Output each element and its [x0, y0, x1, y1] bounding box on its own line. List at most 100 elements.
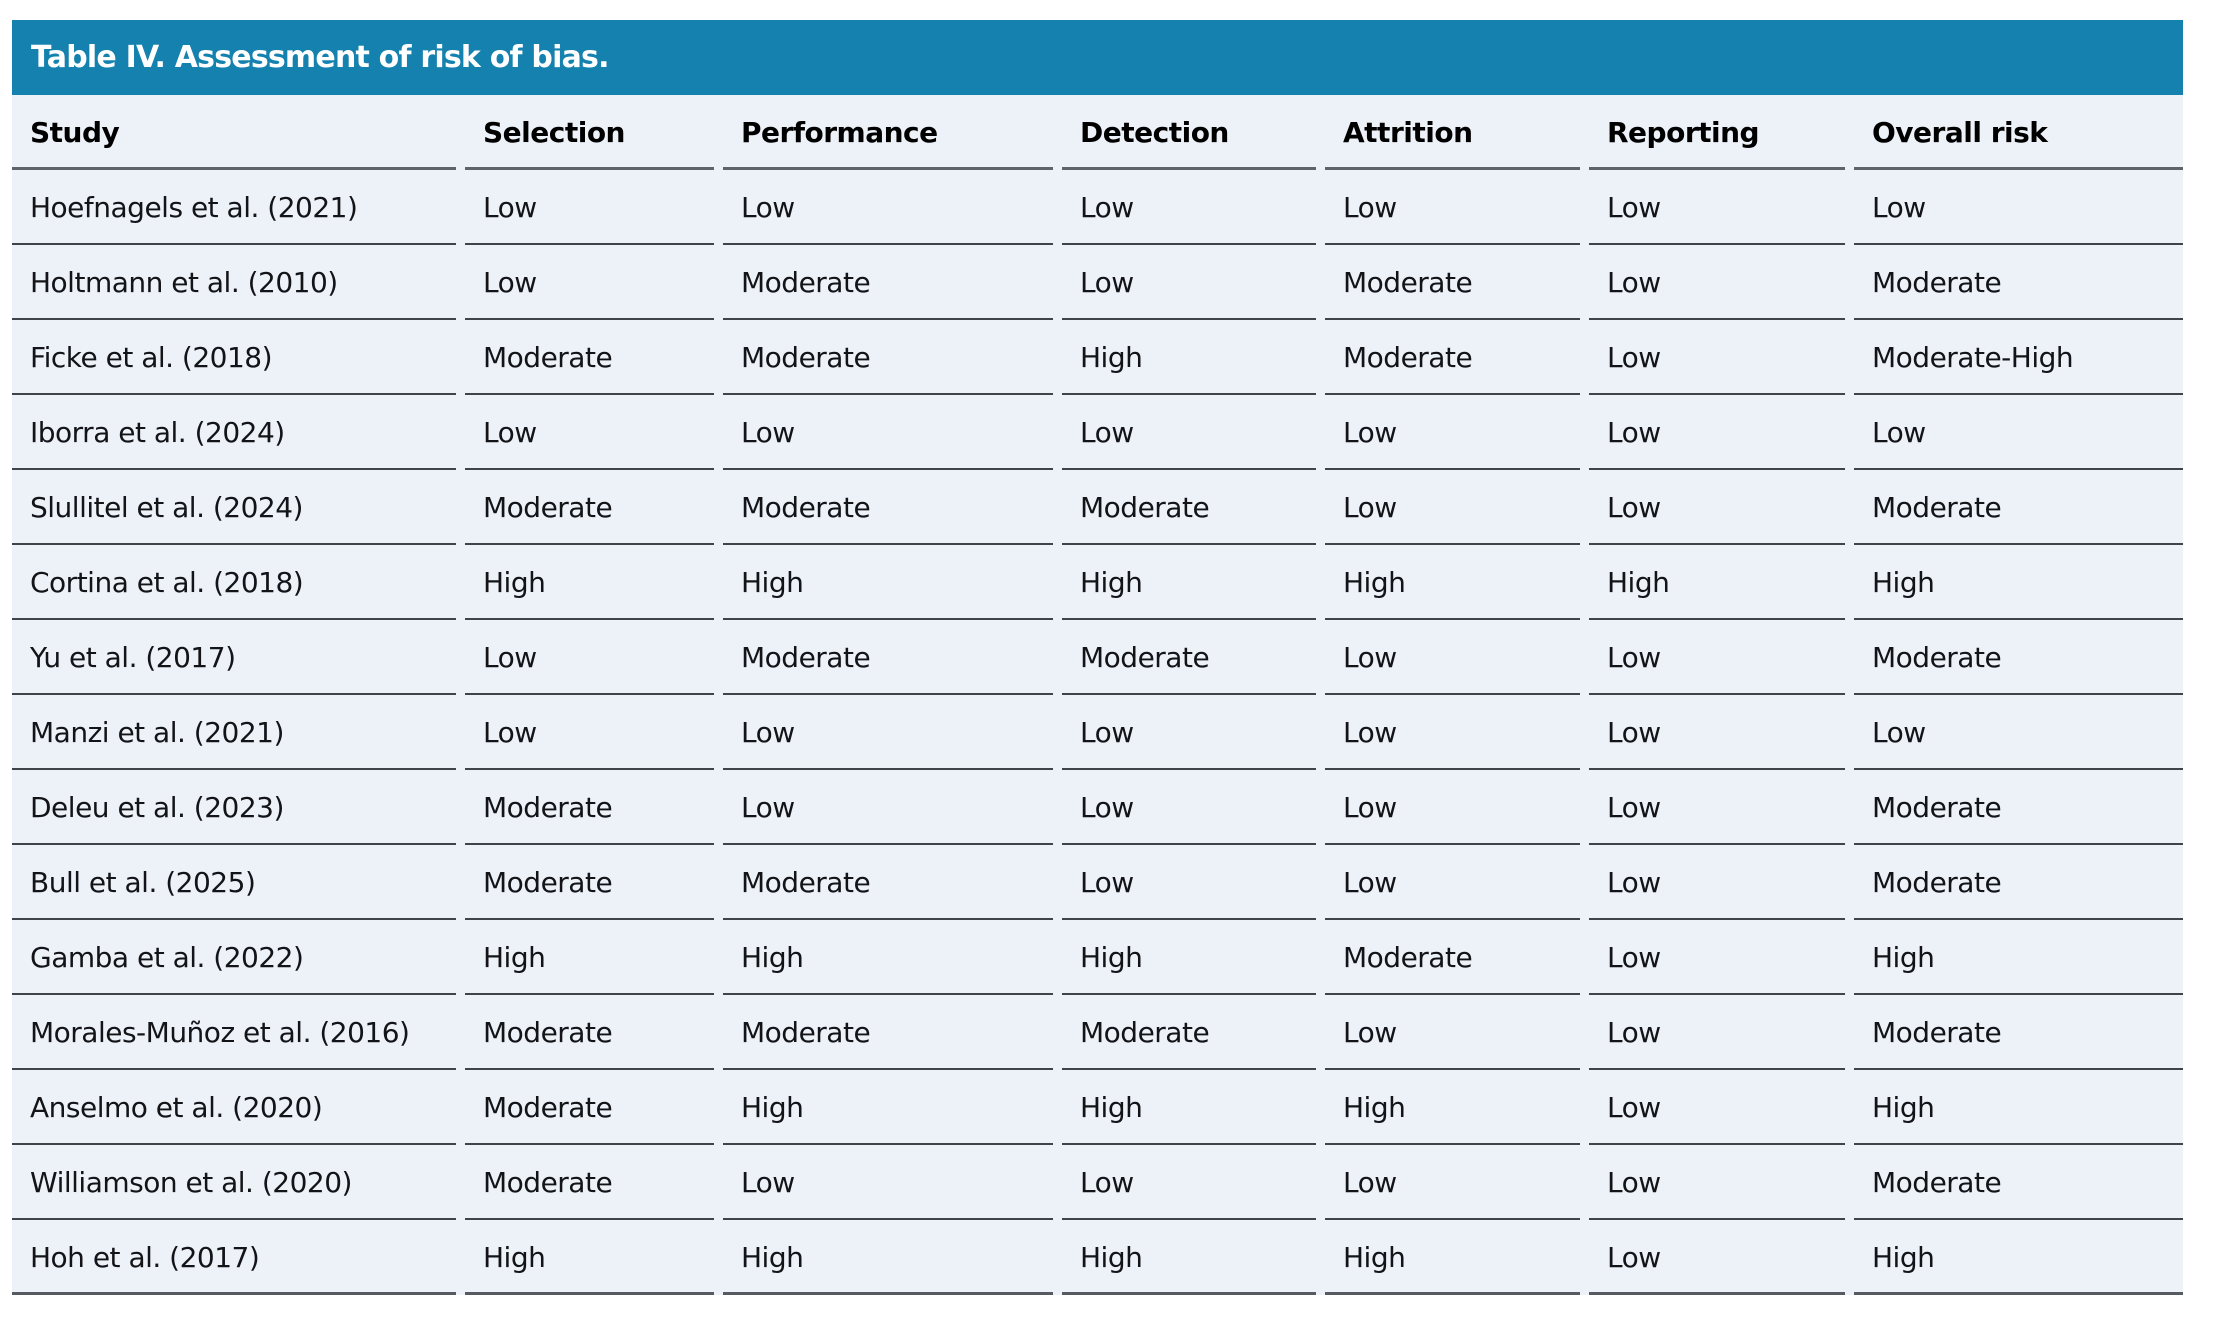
table-row: Slullitel et al. (2024) Moderate Moderate M…: [12, 470, 2183, 545]
study-cell: Cortina et al. (2018): [12, 545, 465, 620]
risk-rating-cell: Low: [465, 245, 723, 320]
risk-rating-cell: Low: [1589, 920, 1854, 995]
column-header-detection: Detection: [1062, 95, 1325, 170]
risk-rating-cell: Low: [1062, 245, 1325, 320]
risk-rating-cell: Low: [723, 170, 1062, 245]
risk-rating-cell: Low: [1589, 620, 1854, 695]
study-cell: Slullitel et al. (2024): [12, 470, 465, 545]
risk-rating-cell: Low: [1589, 1220, 1854, 1295]
risk-rating-cell: High: [1062, 545, 1325, 620]
risk-rating-cell: Low: [465, 395, 723, 470]
risk-rating-cell: Low: [1062, 395, 1325, 470]
study-cell: Hoefnagels et al. (2021): [12, 170, 465, 245]
study-cell: Gamba et al. (2022): [12, 920, 465, 995]
risk-rating-cell: Moderate: [1325, 920, 1589, 995]
risk-rating-cell: Moderate: [1854, 995, 2183, 1070]
table-row: Hoh et al. (2017) High High High High Low High: [12, 1220, 2183, 1295]
header-row: Study Selection Performance Detection Attrit…: [12, 95, 2183, 170]
risk-of-bias-table: Study Selection Performance Detection Attrit…: [12, 95, 2183, 1295]
risk-rating-cell: Moderate: [723, 620, 1062, 695]
risk-rating-cell: Moderate: [1062, 620, 1325, 695]
risk-rating-cell: High: [1854, 1220, 2183, 1295]
risk-rating-cell: Low: [1589, 770, 1854, 845]
risk-rating-cell: Low: [1325, 695, 1589, 770]
table-row: Bull et al. (2025) Moderate Moderate Low Low…: [12, 845, 2183, 920]
risk-rating-cell: High: [1062, 920, 1325, 995]
risk-rating-cell: Low: [1062, 770, 1325, 845]
risk-rating-cell: Low: [1325, 995, 1589, 1070]
risk-rating-cell: Low: [1325, 170, 1589, 245]
table-row: Holtmann et al. (2010) Low Moderate Low Mode…: [12, 245, 2183, 320]
risk-rating-cell: Moderate: [1854, 1145, 2183, 1220]
study-cell: Manzi et al. (2021): [12, 695, 465, 770]
table-row: Iborra et al. (2024) Low Low Low Low Low Low: [12, 395, 2183, 470]
column-header-performance: Performance: [723, 95, 1062, 170]
risk-rating-cell: High: [465, 545, 723, 620]
risk-rating-cell: High: [465, 1220, 723, 1295]
risk-rating-cell: Low: [1589, 1145, 1854, 1220]
table-row: Yu et al. (2017) Low Moderate Moderate Low Lo…: [12, 620, 2183, 695]
risk-rating-cell: Moderate: [1854, 245, 2183, 320]
risk-rating-cell: Moderate: [1854, 845, 2183, 920]
risk-rating-cell: Low: [1325, 620, 1589, 695]
risk-rating-cell: Low: [1589, 695, 1854, 770]
risk-rating-cell: Low: [723, 695, 1062, 770]
risk-rating-cell: Moderate: [723, 245, 1062, 320]
risk-rating-cell: Low: [1854, 695, 2183, 770]
risk-rating-cell: High: [723, 1220, 1062, 1295]
table-row: Manzi et al. (2021) Low Low Low Low Low Low: [12, 695, 2183, 770]
risk-rating-cell: High: [1325, 545, 1589, 620]
risk-rating-cell: Low: [465, 170, 723, 245]
study-cell: Deleu et al. (2023): [12, 770, 465, 845]
risk-rating-cell: High: [465, 920, 723, 995]
table-row: Ficke et al. (2018) Moderate Moderate High M…: [12, 320, 2183, 395]
risk-rating-cell: Low: [1325, 770, 1589, 845]
risk-rating-cell: High: [1062, 320, 1325, 395]
risk-rating-cell: Low: [1589, 470, 1854, 545]
table-row: Anselmo et al. (2020) Moderate High High Hig…: [12, 1070, 2183, 1145]
risk-rating-cell: Moderate: [1854, 470, 2183, 545]
risk-rating-cell: Moderate: [723, 320, 1062, 395]
study-cell: Iborra et al. (2024): [12, 395, 465, 470]
risk-rating-cell: High: [1325, 1070, 1589, 1145]
risk-rating-cell: Low: [1589, 245, 1854, 320]
risk-rating-cell: Low: [1854, 170, 2183, 245]
risk-rating-cell: Moderate: [1062, 470, 1325, 545]
risk-rating-cell: Low: [1589, 995, 1854, 1070]
risk-rating-cell: Moderate: [1854, 770, 2183, 845]
risk-rating-cell: Low: [1589, 1070, 1854, 1145]
risk-rating-cell: High: [723, 1070, 1062, 1145]
study-cell: Anselmo et al. (2020): [12, 1070, 465, 1145]
column-header-reporting: Reporting: [1589, 95, 1854, 170]
column-header-overall-risk: Overall risk: [1854, 95, 2183, 170]
column-header-selection: Selection: [465, 95, 723, 170]
table-row: Deleu et al. (2023) Moderate Low Low Low Low M…: [12, 770, 2183, 845]
table-body: Hoefnagels et al. (2021) Low Low Low Low Low L…: [12, 170, 2183, 1295]
study-cell: Holtmann et al. (2010): [12, 245, 465, 320]
study-cell: Williamson et al. (2020): [12, 1145, 465, 1220]
risk-rating-cell: Low: [723, 1145, 1062, 1220]
risk-rating-cell: Moderate: [1325, 245, 1589, 320]
table-row: Hoefnagels et al. (2021) Low Low Low Low Low L…: [12, 170, 2183, 245]
risk-rating-cell: High: [1589, 545, 1854, 620]
risk-rating-cell: Moderate: [465, 320, 723, 395]
risk-rating-cell: High: [1062, 1070, 1325, 1145]
column-header-study: Study: [12, 95, 465, 170]
risk-rating-cell: High: [723, 545, 1062, 620]
risk-rating-cell: Low: [1854, 395, 2183, 470]
risk-rating-cell: Moderate-High: [1854, 320, 2183, 395]
risk-rating-cell: Low: [1589, 170, 1854, 245]
risk-rating-cell: High: [723, 920, 1062, 995]
risk-rating-cell: Low: [465, 620, 723, 695]
risk-rating-cell: Low: [1325, 470, 1589, 545]
risk-rating-cell: Moderate: [723, 845, 1062, 920]
risk-of-bias-table-card: Table IV. Assessment of risk of bias. St…: [12, 20, 2183, 1295]
risk-rating-cell: Moderate: [465, 1070, 723, 1145]
table-row: Morales-Muñoz et al. (2016) Moderate Moder…: [12, 995, 2183, 1070]
table-title-bar: Table IV. Assessment of risk of bias.: [12, 20, 2183, 95]
study-cell: Yu et al. (2017): [12, 620, 465, 695]
risk-rating-cell: Low: [1062, 170, 1325, 245]
risk-rating-cell: Moderate: [723, 470, 1062, 545]
risk-rating-cell: High: [1062, 1220, 1325, 1295]
